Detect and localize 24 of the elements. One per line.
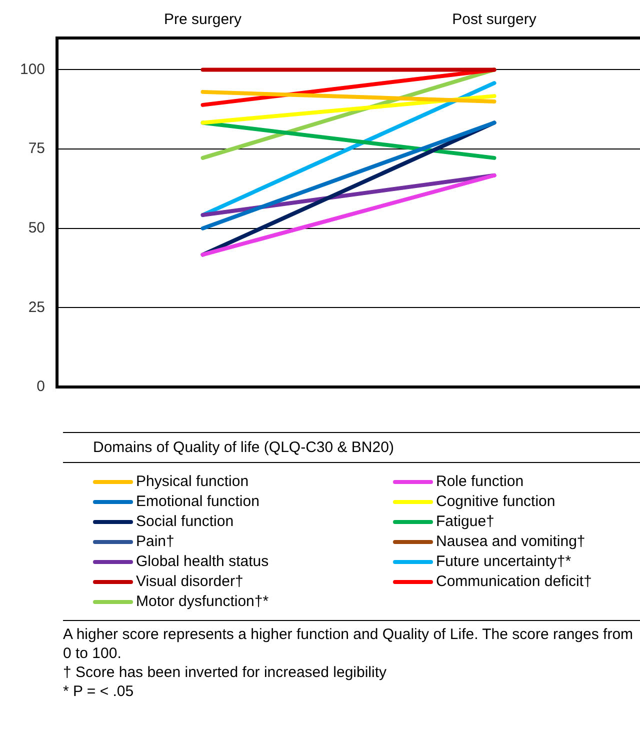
y-tick-label: 100 xyxy=(20,60,46,78)
legend-title: Domains of Quality of life (QLQ-C30 & BN20) xyxy=(63,432,640,463)
legend-label: Physical function xyxy=(136,473,249,490)
y-tick-label: 25 xyxy=(28,298,46,316)
y-tick-label: 75 xyxy=(28,140,46,158)
legend-label: Role function xyxy=(436,473,524,490)
legend-label: Fatigue† xyxy=(436,513,494,530)
legend-label: Social function xyxy=(136,513,234,530)
text: A higher score represents a higher function and Quality of Life. The score ranges from 0 to 100. xyxy=(63,625,634,663)
legend-label: Pain† xyxy=(136,533,174,550)
legend-label: Visual disorder† xyxy=(136,573,244,590)
text: † Score has been inverted for increased legibility xyxy=(63,663,388,682)
legend-label: Communication deficit† xyxy=(436,573,592,590)
legend-label: Motor dysfunction†* xyxy=(136,593,269,610)
legend-label: Cognitive function xyxy=(436,493,556,510)
x-tick-label: Post surgery xyxy=(452,11,537,28)
y-tick-label: 0 xyxy=(36,378,46,396)
y-tick-label: 50 xyxy=(28,220,46,237)
legend-label: Future uncertainty†* xyxy=(436,553,572,570)
text: * P = < .05 xyxy=(63,682,135,701)
legend-label: Global health status xyxy=(136,553,269,570)
legend-label: Nausea and vomiting† xyxy=(436,533,586,550)
legend-label: Emotional function xyxy=(136,493,260,510)
x-tick-label: Pre surgery xyxy=(164,11,242,28)
